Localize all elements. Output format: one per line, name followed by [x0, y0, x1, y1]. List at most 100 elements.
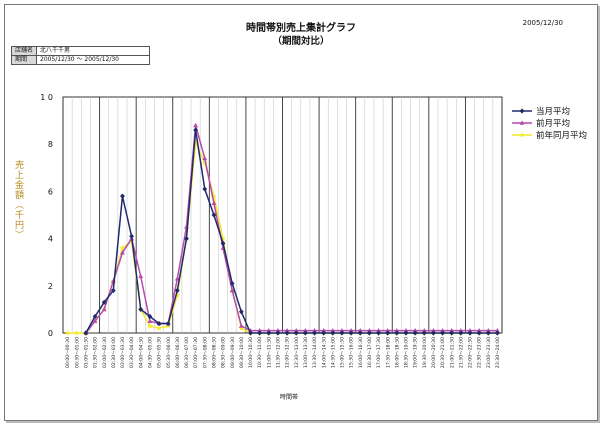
- data-point: [339, 328, 345, 333]
- x-tick-label: 07:30～08:00: [202, 337, 208, 368]
- x-tick-label: 19:00～19:30: [413, 337, 419, 368]
- data-point: [519, 108, 525, 114]
- data-point: [467, 330, 473, 336]
- data-point: [458, 328, 464, 333]
- x-tick-label: 02:30～03:00: [111, 337, 117, 368]
- data-point: [476, 328, 482, 333]
- data-point: [440, 330, 445, 336]
- line-chart: 0 2 4 6 8 1 0 00:00～00:30 00:30～01:00 01:00～01:…: [40, 93, 587, 401]
- legend-item: 前年同月平均: [512, 130, 587, 141]
- x-tick-label: 07:00～07:30: [193, 337, 199, 368]
- data-point: [312, 328, 317, 333]
- data-point: [165, 320, 171, 327]
- x-tick-label: 04:00～04:30: [138, 337, 144, 368]
- data-point: [330, 330, 336, 336]
- data-point: [394, 328, 400, 333]
- series-0: [83, 127, 500, 336]
- period-value: 2005/12/30 ～ 2005/12/30: [36, 55, 151, 65]
- data-point: [485, 330, 491, 336]
- data-point: [138, 273, 144, 279]
- x-tick-label: 20:00～20:30: [431, 337, 437, 368]
- x-tick-label: 16:30～17:00: [367, 337, 373, 368]
- data-point: [431, 328, 436, 333]
- data-point: [101, 299, 107, 305]
- data-point: [302, 328, 308, 333]
- data-point: [485, 328, 491, 333]
- data-point: [266, 328, 272, 333]
- x-tick-label: 08:30～09:00: [221, 337, 227, 368]
- y-tick-label: 1 0: [40, 93, 53, 102]
- data-point: [266, 330, 272, 336]
- data-point: [458, 330, 464, 336]
- data-point: [275, 330, 281, 336]
- legend-item: 前月平均: [512, 118, 570, 129]
- chart-subtitle: （期間対比）: [272, 36, 330, 47]
- data-point: [211, 193, 217, 199]
- info-row-period: 期間 2005/12/30 ～ 2005/12/30: [10, 55, 151, 65]
- data-point: [495, 330, 500, 336]
- x-tick-label: 01:30～02:00: [93, 337, 99, 368]
- data-point: [202, 155, 208, 161]
- data-point: [519, 132, 525, 138]
- data-point: [73, 330, 80, 336]
- data-point: [449, 328, 455, 333]
- y-ticks: 0 2 4 6 8 1 0: [40, 93, 53, 338]
- x-tick-label: 00:00～00:30: [65, 337, 71, 368]
- series-lines: [64, 122, 501, 336]
- x-tick-label: 18:30～19:00: [404, 337, 410, 368]
- data-point: [257, 328, 263, 333]
- legend-label: 前年同月平均: [536, 130, 587, 141]
- data-point: [193, 127, 199, 133]
- data-point: [248, 330, 253, 336]
- data-point: [147, 313, 153, 320]
- data-point: [119, 245, 126, 251]
- report-page: 時間帯別売上集計グラフ （期間対比） 2005/12/30 店舗名 北八千千男 …: [4, 4, 598, 421]
- y-tick-label: 2: [48, 282, 53, 291]
- data-point: [302, 330, 308, 336]
- data-point: [321, 330, 327, 336]
- data-point: [229, 287, 235, 293]
- data-point: [83, 330, 89, 336]
- data-point: [376, 328, 381, 333]
- data-point: [229, 280, 235, 287]
- x-ticks: 00:00～00:30 00:30～01:00 01:00～01:30 01:30～0…: [65, 337, 501, 368]
- data-point: [184, 236, 189, 242]
- x-tick-label: 18:00～18:30: [394, 337, 400, 368]
- data-point: [156, 320, 162, 327]
- period-label: 期間: [10, 55, 38, 65]
- x-tick-label: 04:30～05:00: [147, 337, 153, 368]
- data-point: [339, 330, 345, 336]
- x-tick-label: 15:30～16:00: [349, 337, 355, 368]
- data-point: [312, 330, 317, 336]
- series-line: [85, 129, 498, 334]
- x-tick-label: 22:30～23:00: [477, 337, 483, 368]
- data-point: [293, 330, 299, 336]
- data-point: [147, 322, 153, 329]
- data-point: [201, 160, 208, 166]
- data-point: [403, 328, 409, 333]
- x-tick-label: 21:30～22:00: [458, 337, 464, 368]
- legend-label: 当月平均: [536, 106, 570, 117]
- data-point: [120, 193, 125, 199]
- grid: [62, 96, 503, 334]
- report-date: 2005/12/30: [522, 19, 563, 27]
- legend-item: 当月平均: [512, 106, 570, 117]
- data-point: [92, 318, 98, 323]
- data-point: [348, 328, 354, 333]
- x-tick-label: 17:30～18:00: [385, 337, 391, 368]
- x-tick-label: 11:00～11:30: [266, 337, 272, 368]
- data-point: [275, 328, 281, 333]
- y-tick-label: 4: [48, 235, 53, 244]
- data-point: [138, 306, 144, 312]
- data-point: [421, 330, 427, 336]
- data-point: [238, 325, 245, 331]
- x-tick-label: 02:00～02:30: [102, 337, 108, 368]
- data-point: [412, 330, 418, 336]
- data-point: [412, 328, 418, 333]
- y-tick-label: 6: [48, 187, 53, 196]
- y-axis-label: 売上金額（千円）: [13, 160, 23, 240]
- data-point: [366, 330, 372, 336]
- x-tick-label: 21:00～21:30: [449, 337, 455, 368]
- x-tick-label: 11:30～12:00: [276, 337, 282, 368]
